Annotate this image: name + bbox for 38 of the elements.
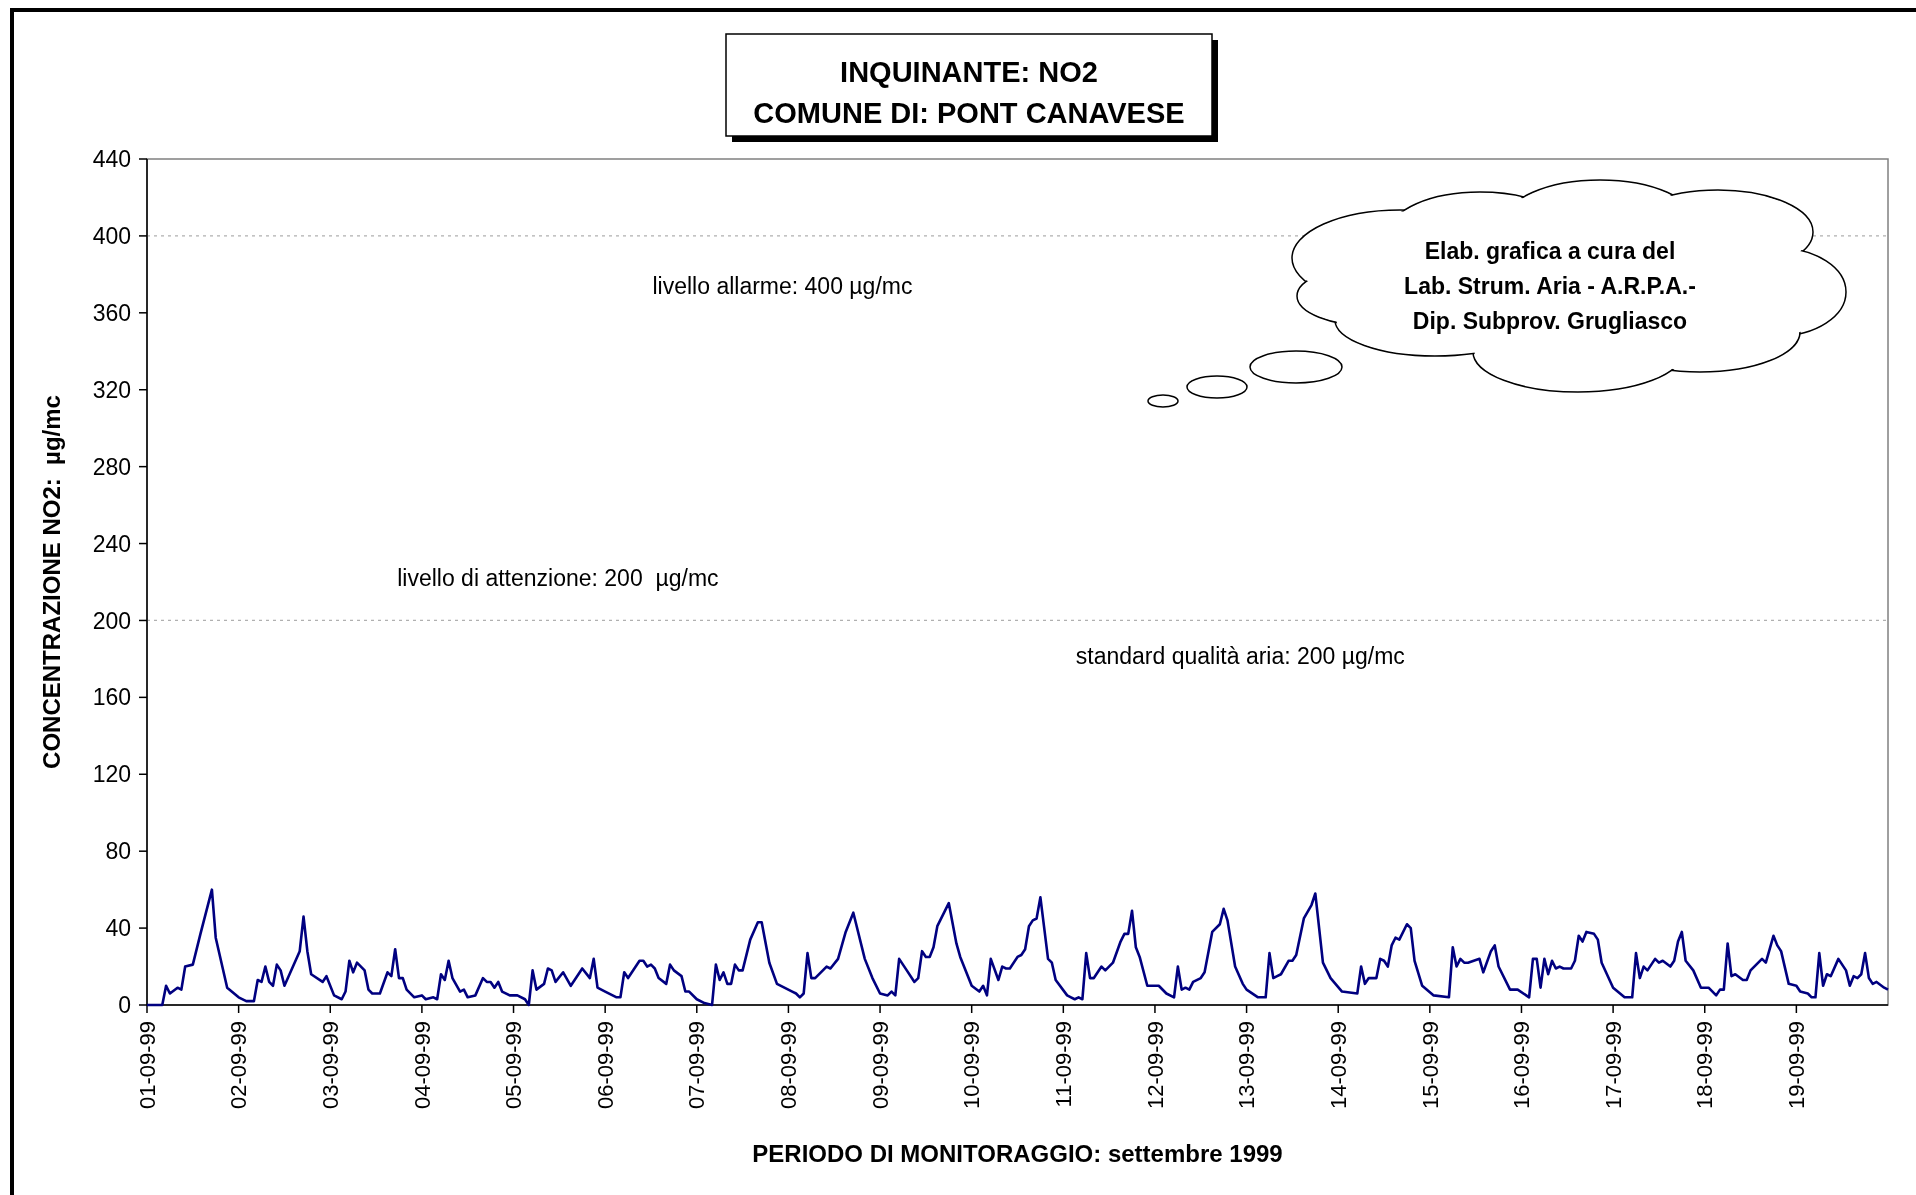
x-tick-label: 05-09-99	[501, 1021, 527, 1110]
y-tick-label: 40	[105, 915, 131, 942]
y-tick-label: 280	[92, 453, 131, 480]
y-tick-label: 160	[92, 684, 131, 711]
x-tick-label: 18-09-99	[1692, 1021, 1718, 1110]
annotation: standard qualità aria: 200 µg/mc	[1075, 643, 1405, 670]
x-tick-label: 10-09-99	[959, 1021, 985, 1110]
x-tick-label: 04-09-99	[409, 1021, 435, 1110]
y-axis-title: CONCENTRAZIONE NO2: µg/mc	[38, 395, 66, 769]
annotation: Elab. grafica a cura del Lab. Strum. Aria - A.R.P.A.- Dip. Subprov. Grugliasco	[1404, 238, 1696, 335]
x-tick-label: 15-09-99	[1417, 1021, 1443, 1110]
x-tick-label: 11-09-99	[1051, 1021, 1077, 1108]
x-tick-label: 08-09-99	[776, 1021, 802, 1110]
x-tick-label: 09-09-99	[867, 1021, 893, 1110]
x-tick-label: 17-09-99	[1600, 1021, 1626, 1110]
x-tick-label: 19-09-99	[1784, 1021, 1810, 1110]
y-tick-label: 240	[92, 530, 131, 557]
x-tick-label: 06-09-99	[592, 1021, 618, 1110]
ref-line-label: livello allarme: 400 µg/mc	[652, 272, 913, 299]
y-tick-label: 200	[92, 607, 131, 634]
x-tick-label: 02-09-99	[226, 1021, 252, 1110]
y-tick-label: 120	[92, 761, 131, 788]
y-tick-label: 0	[118, 992, 131, 1019]
y-tick-label: 440	[92, 146, 131, 173]
y-tick-label: 400	[92, 222, 131, 249]
ref-line-label: livello di attenzione: 200 µg/mc	[397, 565, 719, 592]
x-tick-label: 07-09-99	[684, 1021, 710, 1110]
x-tick-label: 16-09-99	[1509, 1021, 1535, 1110]
x-tick-label: 13-09-99	[1234, 1021, 1260, 1110]
x-tick-label: 12-09-99	[1142, 1021, 1168, 1110]
x-tick-label: 14-09-99	[1325, 1021, 1351, 1110]
x-axis-title: PERIODO DI MONITORAGGIO: settembre 1999	[752, 1140, 1283, 1167]
chart-title: INQUINANTE: NO2 COMUNE DI: PONT CANAVESE	[753, 56, 1185, 130]
x-tick-label: 03-09-99	[317, 1021, 343, 1110]
y-tick-label: 360	[92, 299, 131, 326]
y-tick-label: 80	[105, 838, 131, 865]
y-tick-label: 320	[92, 376, 131, 403]
x-tick-label: 01-09-99	[134, 1021, 160, 1110]
